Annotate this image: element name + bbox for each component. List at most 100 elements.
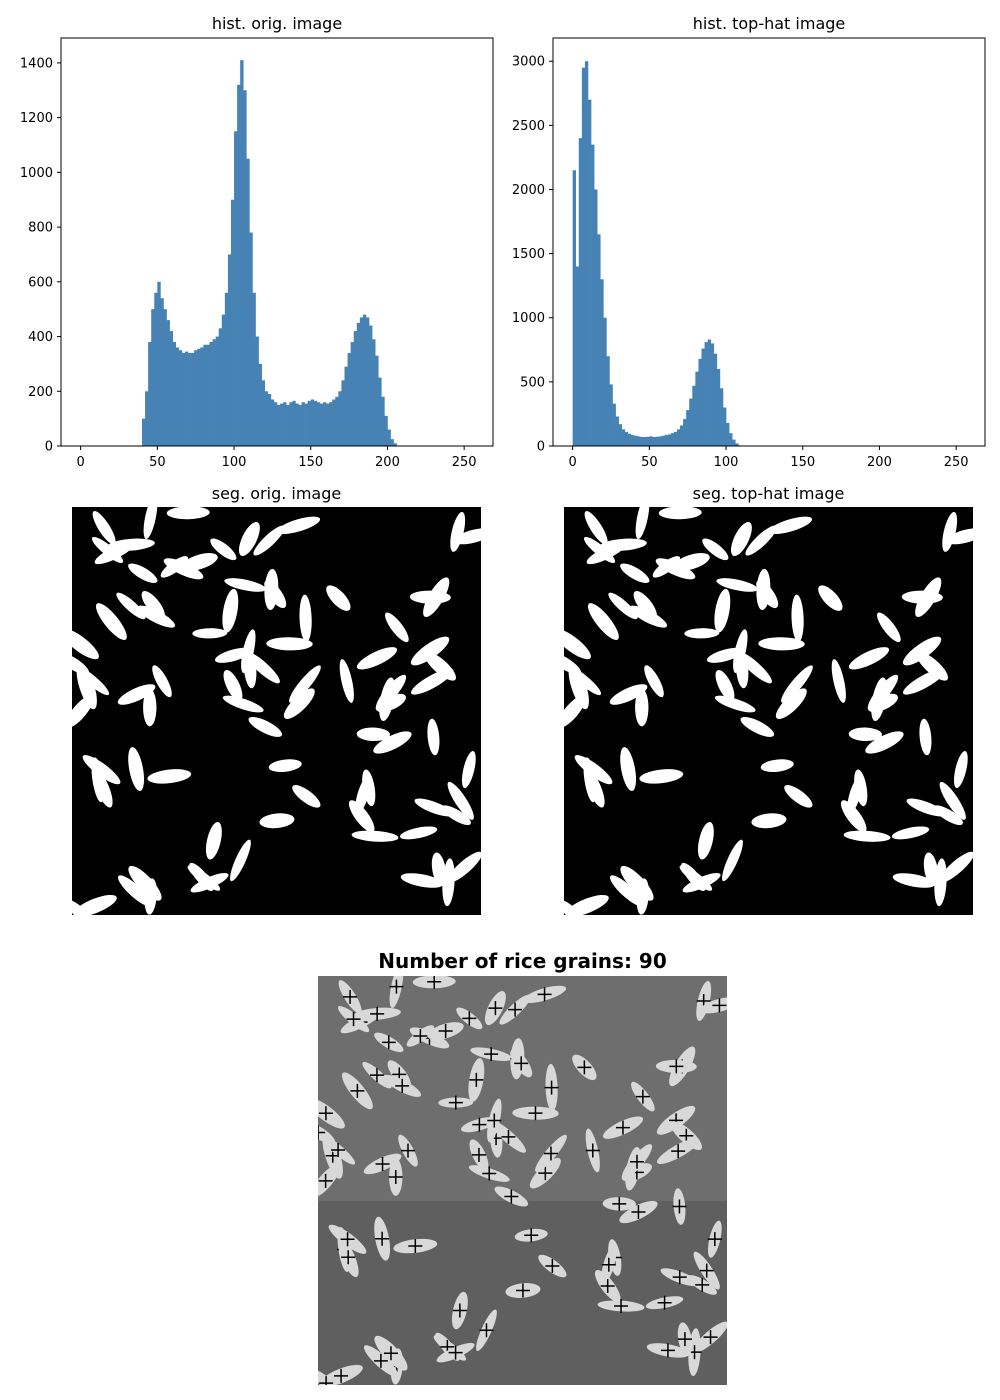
bar [169,331,173,446]
x-tick-label: 100 [222,455,247,470]
chart-title: seg. top-hat image [693,484,845,503]
grain [283,688,315,720]
grain [768,516,813,534]
bar [365,317,370,446]
grain [758,637,805,651]
centroid-cross [537,987,552,1002]
grain [599,538,647,551]
bar [597,234,601,446]
bar [680,425,684,446]
bar [160,298,164,446]
bar [335,396,339,446]
grain [147,769,192,784]
bar [612,403,616,446]
centroid-cross [672,1270,687,1285]
centroid-cross [614,1299,629,1314]
x-tick-label: 200 [867,455,892,470]
bar [142,418,146,446]
bar [704,342,708,446]
bar [280,403,284,446]
grain [848,727,882,742]
bar [230,199,235,446]
centroid-cross [350,1083,365,1098]
centroid-cross [318,1125,326,1140]
bar [698,358,702,446]
centroid-cross [672,1199,687,1214]
grain [902,636,942,666]
bar [732,439,736,446]
grain [722,839,743,882]
grain [609,875,644,907]
grain [95,603,127,641]
grain [715,669,735,702]
bar [637,436,641,446]
bar [735,443,739,446]
grain [266,637,313,651]
grain [410,636,450,666]
bar [359,317,364,446]
bar [356,322,361,446]
bar [627,433,632,446]
bar [172,342,177,446]
centroid-cross [484,1047,499,1062]
bar [240,60,244,447]
grain [919,718,932,756]
grain [299,594,312,643]
bar [304,403,308,446]
grain [223,669,243,702]
centroid-cross [462,1011,477,1026]
grain [128,865,162,901]
y-tick-label: 1000 [20,166,53,181]
grain [620,865,654,901]
grain [564,899,587,915]
grain [411,668,454,695]
grain [447,781,474,820]
grain [760,759,794,773]
bar [197,348,201,446]
bar [200,347,204,446]
centroid-cross [695,1277,710,1292]
bar [716,369,721,446]
grain [730,521,752,557]
bar [606,356,610,446]
grain [751,813,787,829]
grain [351,830,399,842]
centroid-cross [373,1353,388,1368]
bar [258,363,262,446]
y-tick-label: 2000 [512,183,545,198]
grain [450,511,466,552]
bar [264,391,269,446]
bar [649,436,653,446]
bar [572,170,577,446]
grain [409,590,451,604]
centroid-cross [631,1205,646,1220]
centroid-cross [331,1142,346,1157]
bar [184,351,189,446]
grain [222,695,264,713]
bar [203,344,207,446]
bar [166,320,170,446]
bar [148,342,152,446]
bar [695,371,699,446]
grain [137,605,176,628]
grain [714,588,731,633]
grain [72,628,99,660]
bar [289,402,293,446]
centroid-cross [452,1303,467,1318]
grain [181,553,218,571]
grain [222,588,239,633]
grain [901,590,943,604]
y-tick-label: 400 [28,330,53,345]
grain [373,731,412,754]
grain [740,716,775,737]
bar [600,279,604,446]
grain [892,873,936,888]
grain [784,785,813,808]
centroid-cross [375,1231,390,1246]
centroid-cross [545,1259,560,1274]
grain [348,800,375,833]
bar [175,347,180,446]
grain [92,511,116,545]
grain [264,580,287,609]
grain [427,718,440,756]
